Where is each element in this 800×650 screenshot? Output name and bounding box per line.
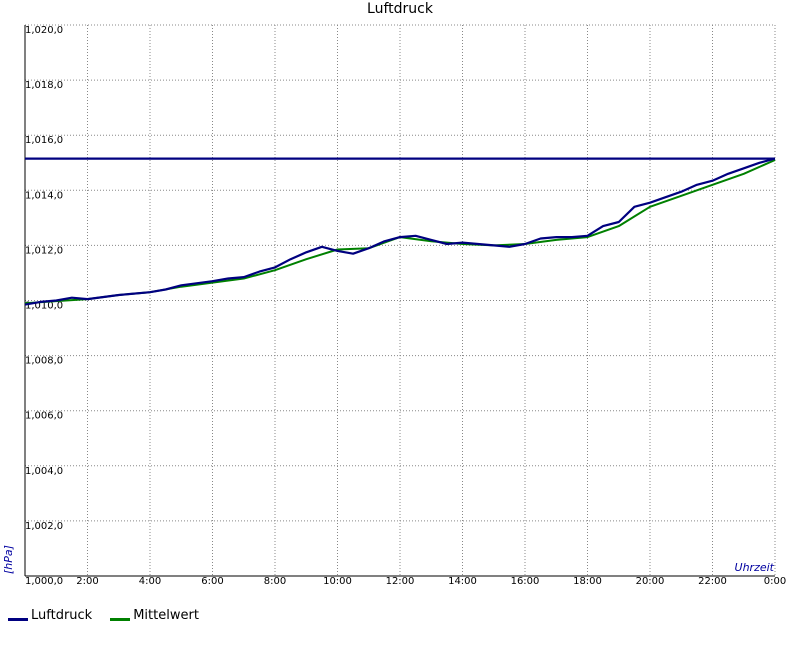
y-tick-label: 1,000,0 — [25, 576, 63, 587]
x-tick-label: 10:00 — [323, 576, 352, 587]
x-tick-label: 4:00 — [139, 576, 161, 587]
grid — [25, 24, 776, 577]
x-tick-label: 20:00 — [636, 576, 665, 587]
legend-item-mittelwert: Mittelwert — [110, 608, 199, 623]
y-tick-label: 1,012,0 — [25, 245, 63, 256]
x-tick-label: 14:00 — [448, 576, 477, 587]
tick-labels: 1,000,0 1,002,0 1,004,0 1,006,0 1,008,0 1,010… — [25, 25, 786, 587]
y-tick-label: 1,006,0 — [25, 411, 63, 422]
y-tick-label: 1,020,0 — [25, 25, 63, 36]
x-axis-label: Uhrzeit — [735, 561, 775, 574]
series-lines — [24, 157, 776, 306]
y-tick-label: 1,002,0 — [25, 521, 63, 532]
chart-title: Luftdruck — [367, 1, 434, 17]
legend-label-luftdruck: Luftdruck — [31, 608, 93, 623]
legend-swatch-luftdruck — [8, 618, 28, 621]
y-tick-label: 1,018,0 — [25, 80, 63, 91]
series-line-luftdruck — [24, 157, 776, 306]
x-tick-label: 0:00 — [764, 576, 786, 587]
y-tick-label: 1,008,0 — [25, 356, 63, 367]
y-tick-label: 1,016,0 — [25, 135, 63, 146]
x-tick-label: 8:00 — [264, 576, 286, 587]
legend-swatch-mittelwert — [110, 618, 131, 621]
x-tick-label: 22:00 — [698, 576, 727, 587]
x-tick-label: 16:00 — [511, 576, 540, 587]
legend-label-mittelwert: Mittelwert — [133, 608, 199, 623]
legend-item-luftdruck: Luftdruck — [8, 608, 92, 623]
legend: Luftdruck Mittelwert — [8, 608, 199, 623]
x-tick-label: 2:00 — [76, 576, 98, 587]
axes — [24, 25, 775, 577]
x-tick-label: 6:00 — [201, 576, 223, 587]
y-tick-label: 1,004,0 — [25, 466, 63, 477]
y-tick-label: 1,010,0 — [25, 301, 63, 312]
y-tick-label: 1,014,0 — [25, 190, 63, 201]
x-tick-label: 12:00 — [386, 576, 415, 587]
y-axis-label: [hPa] — [2, 545, 15, 574]
x-tick-label: 18:00 — [573, 576, 602, 587]
